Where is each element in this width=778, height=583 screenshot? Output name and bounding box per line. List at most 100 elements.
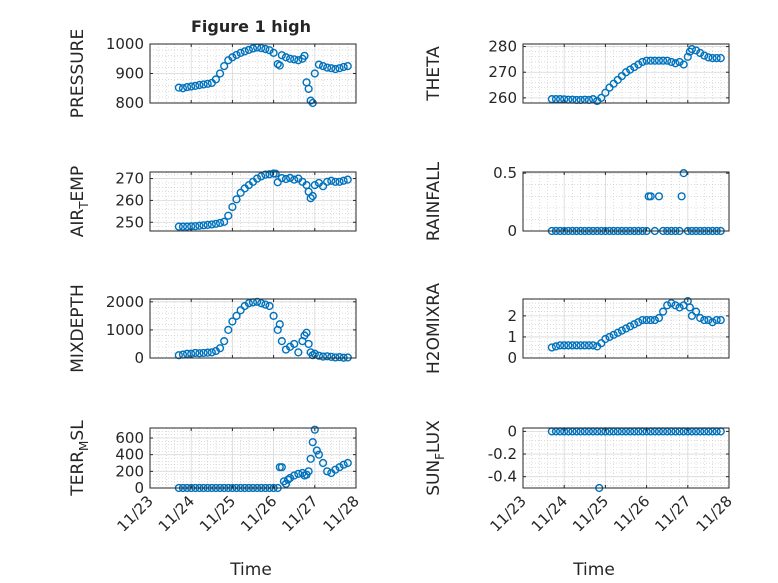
data-point [716,54,725,63]
data-point [646,56,655,65]
data-point [182,222,192,231]
data-point [294,348,303,357]
data-point [199,80,208,89]
data-point [215,69,225,78]
y-axis-title: AIRTEMP [68,166,91,237]
series-h2omixra [547,297,725,352]
subplot-h2omixra: 0 1 2 H2OMIXRA [424,283,730,374]
data-point [331,465,340,474]
data-point [228,317,237,326]
data-point [626,322,635,331]
subplot-rainfall: 0 0.5 RAINFALL [424,161,730,241]
data-point [195,221,204,230]
data-point [174,222,183,231]
axes-box [149,427,357,489]
axes-box [522,427,730,489]
data-point [232,50,241,60]
data-point [314,351,324,360]
y-tick-label: 280 [488,38,517,56]
data-point [232,311,241,320]
tick-marks [522,428,730,488]
y-axis-title: PRESSURE [68,29,88,118]
y-axis-title: SUNFLUX [424,420,447,496]
data-point [261,44,270,54]
data-point [318,352,328,361]
subplot-theta: 260 270 280 THETA [424,38,730,107]
data-point [601,88,610,97]
y-tick-label: 0 [134,479,144,497]
data-point [650,56,659,65]
data-point [323,352,332,361]
data-point [687,45,697,54]
data-point [712,54,721,63]
y-tick-label: 270 [488,63,517,81]
data-point [331,64,340,74]
data-point [613,328,622,337]
data-point [331,353,340,362]
y-tick-label: 900 [115,65,144,83]
minor-grid [523,44,729,104]
data-point [244,299,253,308]
data-point [277,174,286,183]
data-point [671,301,680,310]
data-point [551,342,561,351]
y-tick-label: 1 [507,328,517,346]
data-point [306,96,315,105]
data-point [236,188,245,197]
data-point [700,315,709,325]
data-point [685,303,694,312]
y-axis-title: TERRMSL [68,420,91,497]
x-tick-label: 11/23 [487,492,530,535]
data-point [269,311,278,320]
data-point [584,341,594,350]
data-point [300,51,309,60]
data-point [257,299,266,308]
x-tick-label: 11/25 [569,492,612,535]
data-point [646,192,655,201]
data-point [277,463,286,472]
tick-marks [149,428,357,489]
y-tick-label: 0 [134,349,144,367]
data-point [638,315,647,325]
subplot-air_temp: 250 260 270 AIRTEMP [68,166,357,237]
y-tick-label: 1000 [106,321,144,339]
data-point [290,175,299,184]
minor-grid [523,428,729,488]
data-point [308,191,317,201]
data-point [654,192,664,201]
data-point [220,62,229,71]
data-point [560,341,569,350]
y-axis-title-part: F [433,453,447,460]
x-tick-label: 11/28 [320,492,363,535]
tick-marks [149,172,357,231]
data-point [290,339,299,349]
x-axis-title-left: Time [229,560,272,580]
y-tick-label: 270 [115,170,144,188]
tick-marks [149,299,357,359]
data-point [207,220,216,229]
plot-area [523,428,729,488]
data-point [178,84,188,93]
tick-marks [522,172,730,232]
data-point [290,55,299,64]
data-point [327,352,336,361]
data-point [228,202,237,212]
data-point [314,60,324,69]
y-axis-title-part: THETA [424,46,444,102]
data-point [621,324,631,333]
data-point [626,65,635,74]
data-point [211,75,221,84]
data-point [671,59,680,68]
data-point [675,303,684,312]
data-point [310,181,319,190]
data-point [304,339,313,349]
data-point [271,169,280,178]
y-axis-title: THETA [424,46,444,102]
subplot-pressure: 800 900 1000 PRESSURE [68,29,357,118]
y-tick-label: 600 [115,429,144,447]
series-mixdepth [174,297,352,362]
data-point [314,450,324,459]
